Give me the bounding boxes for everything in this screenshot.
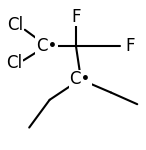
Text: Cl: Cl xyxy=(6,54,22,72)
Text: C•: C• xyxy=(36,37,57,55)
Text: F: F xyxy=(126,37,135,55)
Text: F: F xyxy=(71,8,81,26)
Text: Cl: Cl xyxy=(7,16,23,34)
Text: C•: C• xyxy=(70,70,91,88)
